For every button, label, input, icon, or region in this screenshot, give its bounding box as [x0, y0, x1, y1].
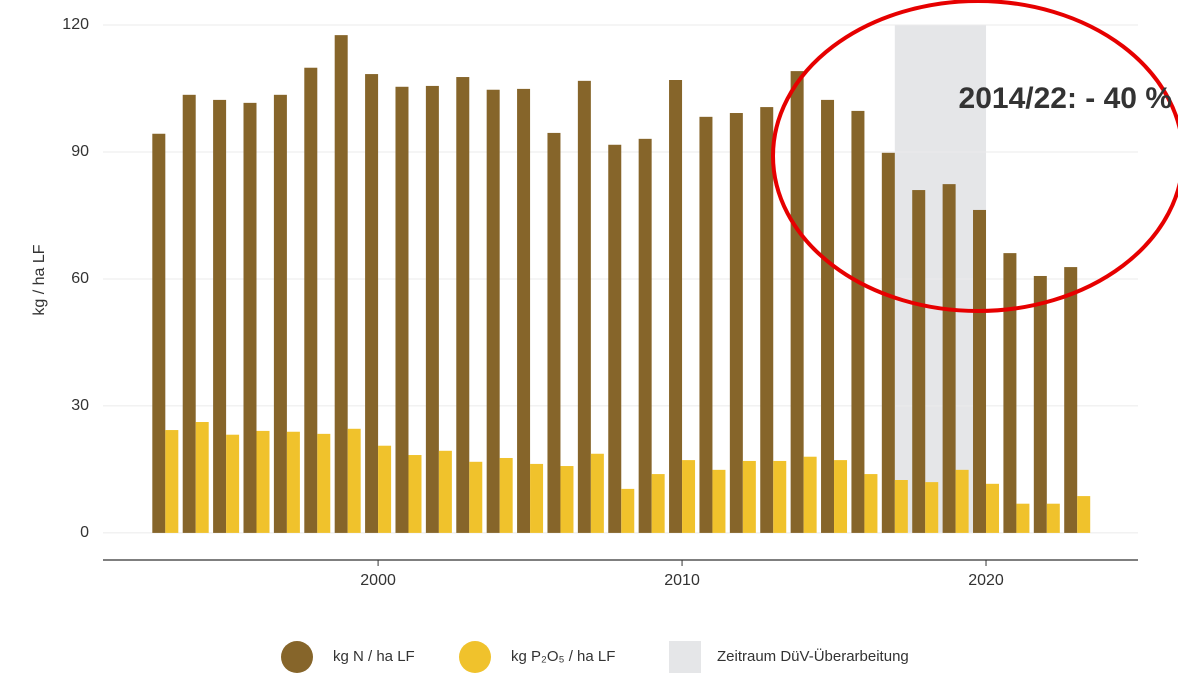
- bar: [864, 474, 878, 533]
- bar: [590, 453, 604, 533]
- bar: [165, 430, 179, 533]
- bar: [317, 433, 331, 533]
- bar: [577, 80, 591, 533]
- bar: [547, 132, 561, 533]
- bar: [182, 94, 196, 533]
- bar: [1077, 496, 1091, 533]
- bar: [1033, 275, 1047, 533]
- bar: [651, 474, 665, 533]
- bar: [425, 85, 439, 533]
- bar: [395, 86, 409, 533]
- bar: [986, 483, 1000, 533]
- bar: [273, 94, 287, 533]
- y-tick-label: 60: [71, 270, 89, 287]
- bar: [773, 460, 787, 533]
- bar: [347, 428, 361, 533]
- bar: [729, 113, 743, 533]
- bar: [256, 430, 270, 533]
- bar: [469, 461, 483, 533]
- bar: [243, 102, 257, 533]
- bar: [195, 422, 209, 533]
- x-tick-label: 2020: [968, 572, 1004, 589]
- bar: [621, 488, 635, 533]
- bar: [682, 460, 696, 533]
- bar: [790, 71, 804, 533]
- legend-swatch: [459, 641, 491, 673]
- bar: [821, 99, 835, 533]
- bar: [286, 431, 300, 533]
- bar: [334, 35, 348, 533]
- bar: [213, 99, 227, 533]
- bar: [803, 456, 817, 533]
- bar: [760, 107, 774, 533]
- legend-label: Zeitraum DüV-Überarbeitung: [717, 647, 909, 665]
- bar: [912, 190, 926, 533]
- bar: [851, 110, 865, 533]
- legend-swatch: [281, 641, 313, 673]
- bar: [1046, 503, 1060, 533]
- bar: [499, 457, 513, 533]
- y-tick-label: 120: [62, 16, 89, 33]
- x-tick-label: 2000: [360, 572, 396, 589]
- y-tick-label: 90: [71, 143, 89, 160]
- bar: [560, 466, 574, 533]
- bar: [894, 480, 908, 533]
- bar: [486, 89, 500, 533]
- bar: [365, 74, 379, 533]
- annotation-ellipse: [771, 0, 1178, 313]
- bar: [742, 460, 756, 533]
- y-tick-label: 30: [71, 397, 89, 414]
- legend-label: kg N / ha LF: [333, 648, 415, 665]
- bar: [955, 469, 969, 533]
- bar: [1003, 253, 1017, 533]
- bar: [638, 138, 652, 533]
- bar: [530, 463, 544, 533]
- bar: [699, 116, 713, 533]
- bar: [712, 469, 726, 533]
- bar: [408, 455, 422, 533]
- bar: [925, 482, 939, 533]
- bar: [669, 80, 683, 533]
- bar: [942, 184, 956, 533]
- y-axis-label: kg / ha LF: [31, 244, 48, 315]
- legend-swatch: [669, 641, 701, 673]
- bar: [378, 445, 392, 533]
- bar: [152, 133, 166, 533]
- y-tick-label: 0: [80, 524, 89, 541]
- bar: [608, 144, 622, 533]
- bar: [834, 460, 848, 533]
- x-tick-label: 2010: [664, 572, 700, 589]
- bar: [973, 209, 987, 533]
- bar: [881, 152, 895, 533]
- annotation: 2014/22: - 40 %: [959, 82, 1172, 115]
- bar: [1016, 503, 1030, 533]
- bar: [1064, 267, 1078, 533]
- bar: [304, 67, 318, 533]
- bar: [456, 77, 470, 533]
- legend-label: kg P₂O₅ / ha LF: [511, 648, 615, 665]
- bar: [226, 434, 240, 533]
- bar: [517, 88, 531, 533]
- bar: [438, 450, 452, 533]
